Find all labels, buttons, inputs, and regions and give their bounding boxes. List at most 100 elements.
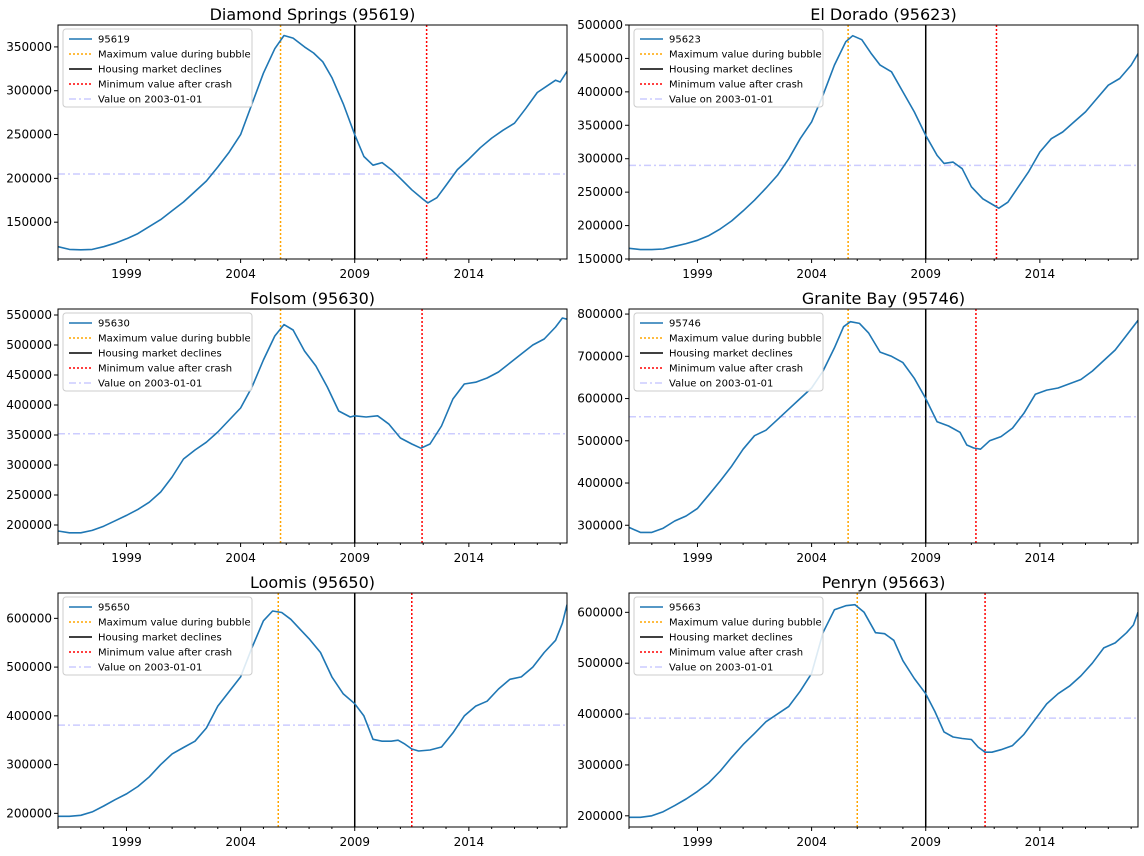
legend-entry-baseline: Value on 2003-01-01 bbox=[98, 379, 202, 390]
axes-frame bbox=[628, 592, 1139, 828]
legend-entry-min: Minimum value after crash bbox=[669, 80, 803, 91]
y-tick-label: 300000 bbox=[6, 758, 52, 772]
y-tick-label: 200000 bbox=[577, 809, 623, 823]
legend-entry-max: Maximum value during bubble bbox=[98, 334, 251, 345]
x-tick-label: 1999 bbox=[111, 267, 142, 281]
y-tick-label: 350000 bbox=[6, 428, 52, 442]
x-tick-label: 1999 bbox=[111, 551, 142, 565]
x-tick-label: 1999 bbox=[682, 835, 713, 849]
legend: 95619 Maximum value during bubble Housing … bbox=[62, 28, 253, 108]
legend-entry-max: Maximum value during bubble bbox=[669, 50, 822, 61]
y-tick-label: 400000 bbox=[577, 85, 623, 99]
axes-frame bbox=[628, 308, 1139, 544]
y-tick-label: 250000 bbox=[6, 128, 52, 142]
chart-title: Granite Bay (95746) bbox=[802, 289, 965, 308]
legend-entry-series: 95630 bbox=[98, 319, 130, 330]
chart-panel-5: Penryn (95663) 1999 2004 2009 2014 200000 3000… bbox=[577, 573, 1139, 849]
legend-entry-min: Minimum value after crash bbox=[669, 364, 803, 375]
plot-area bbox=[58, 309, 567, 543]
x-tick-label: 2004 bbox=[225, 267, 256, 281]
legend-entry-min: Minimum value after crash bbox=[98, 648, 232, 659]
y-tick-label: 200000 bbox=[577, 219, 623, 233]
y-tick-label: 700000 bbox=[577, 349, 623, 363]
x-tick-label: 2009 bbox=[339, 267, 370, 281]
legend-box bbox=[633, 28, 824, 108]
plot-area bbox=[629, 25, 1138, 259]
legend-box bbox=[633, 312, 824, 392]
y-tick-label: 150000 bbox=[6, 215, 52, 229]
axes-frame bbox=[57, 308, 568, 544]
plot-area bbox=[629, 593, 1138, 827]
chart-title: Diamond Springs (95619) bbox=[210, 5, 416, 24]
x-tick-label: 2014 bbox=[454, 835, 485, 849]
legend-box bbox=[62, 312, 253, 392]
chart-title: Folsom (95630) bbox=[250, 289, 375, 308]
series-line bbox=[629, 603, 1138, 819]
legend-entry-min: Minimum value after crash bbox=[669, 648, 803, 659]
y-tick-label: 400000 bbox=[577, 476, 623, 490]
legend-box bbox=[62, 596, 253, 676]
legend-entry-series: 95619 bbox=[98, 35, 130, 46]
legend-entry-baseline: Value on 2003-01-01 bbox=[669, 95, 773, 106]
x-tick-label: 2014 bbox=[1025, 267, 1056, 281]
legend: 95623 Maximum value during bubble Housing … bbox=[633, 28, 824, 108]
series-line bbox=[58, 317, 567, 534]
y-tick-label: 500000 bbox=[577, 656, 623, 670]
y-tick-label: 350000 bbox=[577, 118, 623, 132]
legend: 95630 Maximum value during bubble Housing … bbox=[62, 312, 253, 392]
legend: 95663 Maximum value during bubble Housing … bbox=[633, 596, 824, 676]
chart-panel-3: Granite Bay (95746) 1999 2004 2009 2014 30000… bbox=[577, 289, 1139, 565]
y-tick-label: 450000 bbox=[577, 51, 623, 65]
legend: 95746 Maximum value during bubble Housing … bbox=[633, 312, 824, 392]
x-tick-label: 2004 bbox=[796, 267, 827, 281]
chart-title: El Dorado (95623) bbox=[810, 5, 957, 24]
y-tick-label: 350000 bbox=[6, 40, 52, 54]
chart-title: Penryn (95663) bbox=[822, 573, 946, 592]
y-tick-label: 300000 bbox=[6, 84, 52, 98]
x-tick-label: 2009 bbox=[910, 835, 941, 849]
y-tick-label: 600000 bbox=[577, 392, 623, 406]
y-tick-label: 200000 bbox=[6, 171, 52, 185]
legend-box bbox=[62, 28, 253, 108]
series-line bbox=[58, 34, 567, 251]
chart-panel-2: Folsom (95630) 1999 2004 2009 2014 200000 2500… bbox=[6, 289, 568, 565]
y-tick-label: 400000 bbox=[6, 398, 52, 412]
legend: 95650 Maximum value during bubble Housing … bbox=[62, 596, 253, 676]
legend-entry-baseline: Value on 2003-01-01 bbox=[669, 379, 773, 390]
plot-area bbox=[58, 25, 567, 259]
y-tick-label: 400000 bbox=[6, 709, 52, 723]
x-tick-label: 1999 bbox=[111, 835, 142, 849]
legend-entry-max: Maximum value during bubble bbox=[98, 50, 251, 61]
x-tick-label: 2004 bbox=[796, 835, 827, 849]
y-tick-label: 300000 bbox=[577, 152, 623, 166]
y-tick-label: 300000 bbox=[577, 758, 623, 772]
legend-entry-series: 95746 bbox=[669, 319, 701, 330]
x-tick-label: 2004 bbox=[225, 551, 256, 565]
plot-area bbox=[58, 593, 567, 827]
y-tick-label: 500000 bbox=[577, 18, 623, 32]
axes-frame bbox=[628, 24, 1139, 260]
y-tick-label: 500000 bbox=[577, 434, 623, 448]
legend-entry-series: 95650 bbox=[98, 603, 130, 614]
y-tick-label: 450000 bbox=[6, 368, 52, 382]
x-tick-label: 2014 bbox=[454, 267, 485, 281]
legend-entry-decline: Housing market declines bbox=[669, 633, 793, 644]
chart-title: Loomis (95650) bbox=[250, 573, 375, 592]
x-tick-label: 1999 bbox=[682, 267, 713, 281]
legend-entry-decline: Housing market declines bbox=[98, 65, 222, 76]
legend-entry-max: Maximum value during bubble bbox=[98, 618, 251, 629]
x-tick-label: 2009 bbox=[339, 835, 370, 849]
legend-entry-max: Maximum value during bubble bbox=[669, 334, 822, 345]
series-line bbox=[58, 604, 567, 818]
y-tick-label: 500000 bbox=[6, 660, 52, 674]
legend-entry-series: 95623 bbox=[669, 35, 701, 46]
legend-entry-decline: Housing market declines bbox=[98, 633, 222, 644]
legend-entry-baseline: Value on 2003-01-01 bbox=[98, 663, 202, 674]
series-line bbox=[629, 34, 1138, 251]
x-tick-label: 2014 bbox=[1025, 551, 1056, 565]
y-tick-label: 300000 bbox=[577, 518, 623, 532]
legend-entry-decline: Housing market declines bbox=[669, 349, 793, 360]
legend-entry-min: Minimum value after crash bbox=[98, 80, 232, 91]
legend-entry-baseline: Value on 2003-01-01 bbox=[669, 663, 773, 674]
